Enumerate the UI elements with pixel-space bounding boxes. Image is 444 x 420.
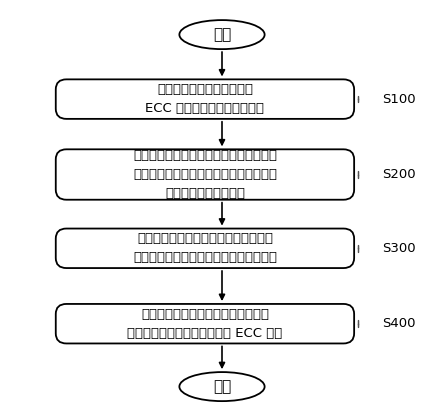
Text: S200: S200 (382, 168, 416, 181)
Text: 结束: 结束 (213, 379, 231, 394)
Text: S400: S400 (382, 317, 415, 330)
Ellipse shape (179, 20, 265, 49)
Text: 基于所选择的解码方案针对第一芯片
和第二芯片中的至少一个执行 ECC 解码: 基于所选择的解码方案针对第一芯片 和第二芯片中的至少一个执行 ECC 解码 (127, 308, 282, 340)
FancyBboxPatch shape (56, 79, 354, 119)
Ellipse shape (179, 372, 265, 401)
Text: S100: S100 (382, 93, 416, 105)
FancyBboxPatch shape (56, 228, 354, 268)
FancyBboxPatch shape (56, 150, 354, 200)
Text: 开始: 开始 (213, 27, 231, 42)
Text: 基于解码状态标志获得包括不可纠正错误
的第一芯片的第一数量和包括可纠正错误
的第二芯片的第二数量: 基于解码状态标志获得包括不可纠正错误 的第一芯片的第一数量和包括可纠正错误 的第… (133, 149, 277, 200)
Text: 基于第一数量和第二数量中的至少一个
选择多个解码方案中的至少一个解码方案: 基于第一数量和第二数量中的至少一个 选择多个解码方案中的至少一个解码方案 (133, 232, 277, 264)
Text: S300: S300 (382, 242, 416, 255)
FancyBboxPatch shape (56, 304, 354, 344)
Text: 从存储器模块接收由管芯上
ECC 引擎生成的解码状态标志: 从存储器模块接收由管芯上 ECC 引擎生成的解码状态标志 (146, 83, 265, 115)
